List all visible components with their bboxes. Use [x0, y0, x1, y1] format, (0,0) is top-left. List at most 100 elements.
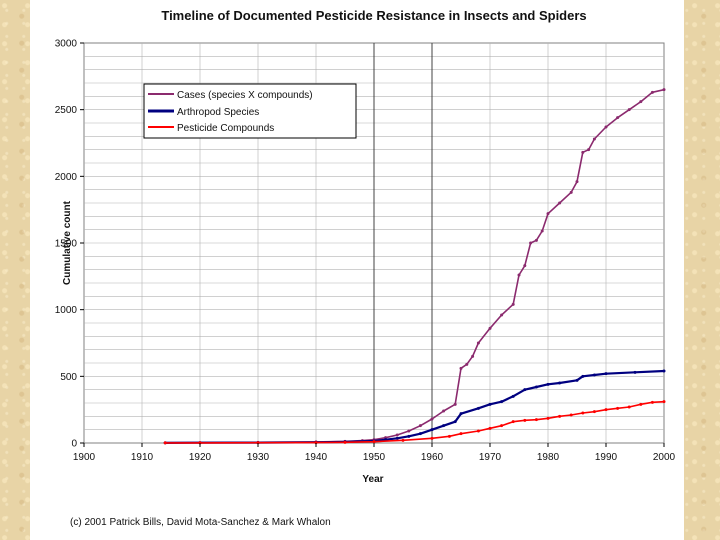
- data-point-compounds: [488, 426, 492, 430]
- data-point-cases: [569, 190, 573, 194]
- data-point-species: [407, 434, 411, 438]
- data-point-compounds: [163, 441, 167, 445]
- x-tick-label: 2000: [653, 452, 676, 463]
- data-point-species: [581, 374, 585, 378]
- data-point-compounds: [343, 440, 347, 444]
- data-point-species: [453, 420, 457, 424]
- data-point-cases: [523, 264, 527, 268]
- data-point-compounds: [372, 440, 376, 444]
- data-point-cases: [650, 90, 654, 94]
- data-point-species: [430, 428, 434, 432]
- chart: Timeline of Documented Pesticide Resista…: [55, 8, 676, 528]
- legend-box: [143, 83, 357, 139]
- data-point-compounds: [546, 416, 550, 420]
- data-point-cases: [662, 88, 666, 92]
- x-tick-label: 1990: [595, 452, 618, 463]
- chart-title: Timeline of Documented Pesticide Resista…: [161, 8, 586, 23]
- data-point-species: [395, 436, 399, 440]
- data-point-cases: [500, 313, 504, 317]
- data-point-compounds: [401, 438, 405, 442]
- data-point-compounds: [616, 406, 620, 410]
- data-point-species: [633, 370, 637, 374]
- data-point-species: [418, 432, 422, 436]
- data-point-cases: [517, 273, 521, 277]
- data-point-compounds: [500, 424, 504, 428]
- data-point-compounds: [627, 405, 631, 409]
- data-point-cases: [488, 326, 492, 330]
- data-point-compounds: [476, 429, 480, 433]
- data-point-cases: [418, 424, 422, 428]
- x-tick-label: 1900: [73, 452, 96, 463]
- data-point-species: [488, 402, 492, 406]
- data-point-species: [558, 381, 562, 385]
- data-point-cases: [407, 429, 411, 433]
- data-point-cases: [558, 201, 562, 205]
- series-group: [163, 88, 666, 445]
- data-point-cases: [453, 402, 457, 406]
- copyright-credit: (c) 2001 Patrick Bills, David Mota-Sanch…: [70, 517, 331, 528]
- x-tick-label: 1940: [305, 452, 328, 463]
- y-tick-label: 2500: [55, 105, 78, 116]
- data-point-compounds: [558, 414, 562, 418]
- x-axis-ticks: 1900 1910 1920 1930 1940 1950 1960 1970 1980 1990…: [73, 443, 676, 463]
- data-point-compounds: [592, 410, 596, 414]
- y-tick-label: 2000: [55, 172, 78, 183]
- data-point-cases: [639, 100, 643, 104]
- x-tick-label: 1910: [131, 452, 154, 463]
- data-point-cases: [465, 362, 469, 366]
- data-point-species: [592, 373, 596, 377]
- data-point-cases: [511, 302, 515, 306]
- legend-label-cases: Cases (species X compounds): [177, 90, 313, 101]
- data-point-compounds: [256, 441, 260, 445]
- data-point-compounds: [650, 400, 654, 404]
- data-point-compounds: [430, 436, 434, 440]
- data-point-species: [604, 372, 608, 376]
- data-point-species: [662, 369, 666, 373]
- y-axis-ticks: 0 500 1000 1500 2000 2500 3000: [55, 39, 84, 450]
- data-point-cases: [476, 341, 480, 345]
- data-point-cases: [471, 354, 475, 358]
- x-tick-label: 1970: [479, 452, 502, 463]
- data-point-cases: [575, 180, 579, 184]
- data-point-compounds: [511, 420, 515, 424]
- data-point-species: [476, 406, 480, 410]
- series-compounds: [163, 400, 666, 445]
- data-point-cases: [616, 116, 620, 120]
- data-point-species: [523, 388, 527, 392]
- x-axis-title: Year: [362, 474, 383, 485]
- y-axis-title: Cumulative count: [62, 200, 73, 285]
- data-point-cases: [534, 238, 538, 242]
- y-tick-label: 1000: [55, 305, 78, 316]
- data-point-cases: [395, 433, 399, 437]
- data-point-species: [442, 424, 446, 428]
- grid-lines: [84, 43, 664, 443]
- data-point-compounds: [459, 432, 463, 436]
- data-point-compounds: [523, 418, 527, 422]
- x-tick-label: 1950: [363, 452, 386, 463]
- data-point-compounds: [314, 441, 318, 445]
- legend: Cases (species X compounds) Arthropod Sp…: [143, 83, 357, 139]
- y-tick-label: 0: [71, 439, 77, 450]
- x-tick-label: 1930: [247, 452, 270, 463]
- data-point-compounds: [447, 434, 451, 438]
- data-point-compounds: [662, 400, 666, 404]
- data-point-species: [575, 378, 579, 382]
- data-point-cases: [581, 150, 585, 154]
- x-tick-label: 1980: [537, 452, 560, 463]
- data-point-compounds: [604, 408, 608, 412]
- data-point-species: [534, 385, 538, 389]
- y-tick-label: 3000: [55, 39, 78, 50]
- legend-label-compounds: Pesticide Compounds: [177, 123, 274, 134]
- data-point-compounds: [569, 413, 573, 417]
- data-point-cases: [592, 137, 596, 141]
- data-point-species: [546, 382, 550, 386]
- x-tick-label: 1960: [421, 452, 444, 463]
- data-point-compounds: [639, 402, 643, 406]
- data-point-cases: [627, 108, 631, 112]
- data-point-cases: [587, 148, 591, 152]
- data-point-cases: [540, 229, 544, 233]
- data-point-species: [459, 412, 463, 416]
- slide-panel: Timeline of Documented Pesticide Resista…: [30, 0, 684, 540]
- data-point-cases: [459, 366, 463, 370]
- x-tick-label: 1920: [189, 452, 212, 463]
